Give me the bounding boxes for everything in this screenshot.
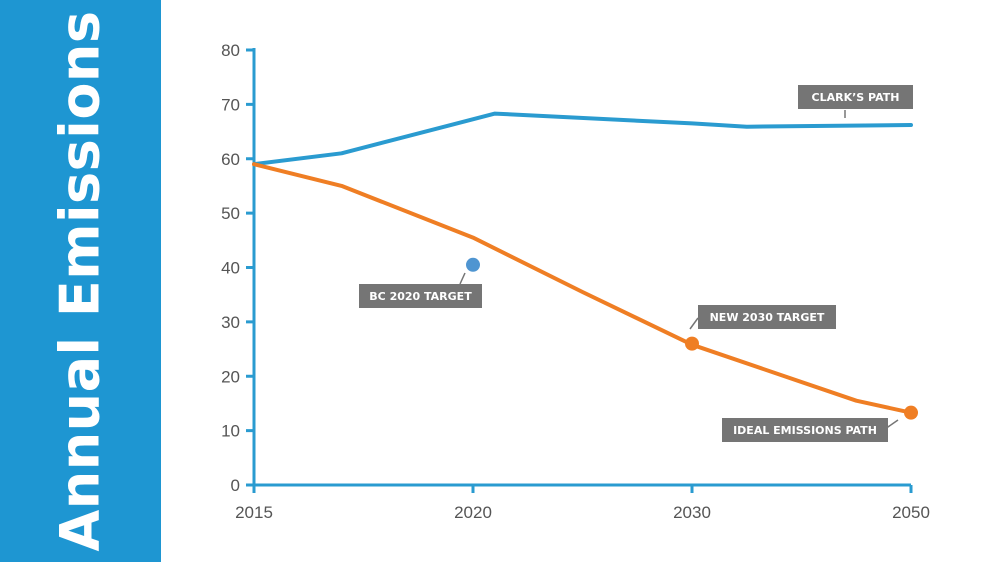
callout-new-2030-target: NEW 2030 TARGET	[689, 305, 836, 330]
callout-ideal-emissions-path: IDEAL EMISSIONS PATH	[722, 418, 899, 442]
callout-box	[359, 284, 482, 308]
marker-bc-2020-target	[466, 257, 480, 272]
marker-ideal-emissions-path	[904, 405, 918, 420]
y-tick-label: 20	[221, 367, 240, 386]
callout-box	[722, 418, 888, 442]
x-ticks: 2015 2020 2030 2050	[235, 485, 930, 522]
marker-new-2030-target	[685, 336, 699, 351]
series-line-clark-s-path	[252, 111, 913, 167]
x-tick-label: 2015	[235, 503, 273, 522]
y-tick-label: 70	[221, 95, 240, 114]
callout-bc-2020-target: BC 2020 TARGET	[359, 272, 482, 308]
callout-clarks-path: CLARK’S PATH	[798, 85, 913, 118]
x-tick-label: 2050	[892, 503, 930, 522]
y-tick-label: 30	[221, 313, 240, 332]
y-tick-label: 50	[221, 204, 240, 223]
callout-label: IDEAL EMISSIONS PATH	[733, 424, 877, 437]
marker-layer	[466, 257, 918, 420]
side-banner: Annual Emissions	[0, 0, 161, 562]
y-tick-label: 10	[221, 422, 240, 441]
callout-label: NEW 2030 TARGET	[710, 311, 825, 324]
y-tick-label: 80	[221, 41, 240, 60]
callout-box	[698, 305, 836, 329]
series-line-ideal-emissions-path	[252, 162, 913, 415]
callout-connector	[689, 317, 699, 330]
callout-box	[798, 85, 913, 109]
y-tick-label: 40	[221, 259, 240, 278]
y-ticks: 0 10 20 30 40 50 60 70 80	[221, 41, 254, 495]
y-tick-label: 0	[231, 476, 240, 495]
callout-connector	[459, 272, 466, 285]
series-layer	[252, 111, 913, 415]
y-tick-label: 60	[221, 150, 240, 169]
callout-label: BC 2020 TARGET	[369, 290, 472, 303]
x-tick-label: 2030	[673, 503, 711, 522]
callout-label: CLARK’S PATH	[812, 91, 900, 104]
x-tick-label: 2020	[454, 503, 492, 522]
